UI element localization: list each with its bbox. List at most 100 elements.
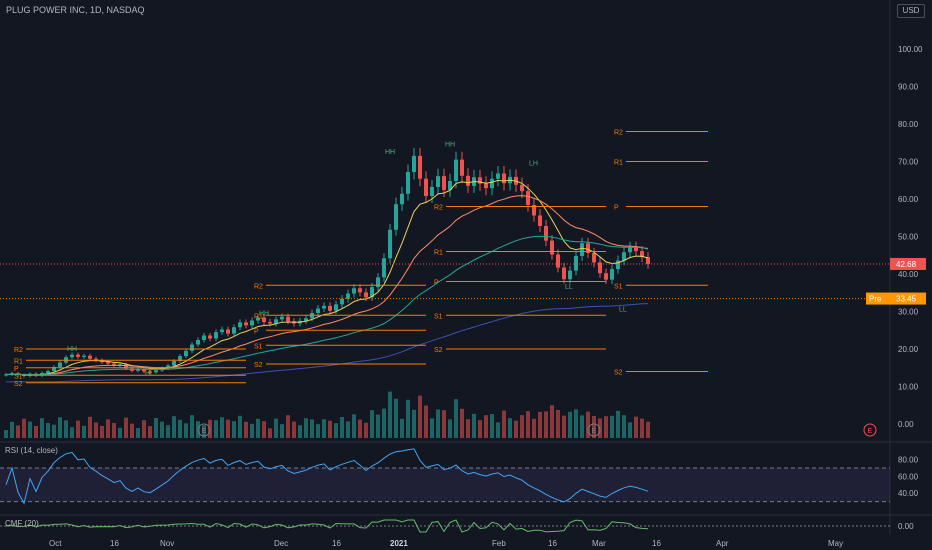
volume-bar: [58, 417, 62, 438]
ema-mid-line: [5, 195, 649, 376]
candle-body: [646, 257, 650, 264]
candle-body: [550, 240, 554, 255]
time-tick-label: Mar: [592, 539, 606, 548]
candle-body: [448, 181, 452, 190]
volume-bar: [226, 419, 230, 438]
volume-bar: [442, 410, 446, 438]
candle-body: [424, 178, 428, 196]
volume-bar: [520, 415, 524, 438]
candle-body: [544, 226, 548, 241]
pivot-level-label: P: [14, 366, 19, 373]
volume-bar: [568, 411, 572, 438]
candle-body: [316, 308, 320, 313]
price-tick-label: 60.00: [898, 195, 919, 204]
volume-bar: [478, 420, 482, 438]
candle-body: [232, 327, 236, 334]
volume-bar: [550, 405, 554, 438]
candle-body: [184, 350, 188, 357]
swing-label: LH: [529, 160, 538, 167]
volume-bar: [514, 420, 518, 438]
earnings-marker-label: E: [592, 428, 597, 435]
volume-bar: [22, 418, 26, 438]
currency-button[interactable]: USD: [897, 4, 925, 18]
candle-body: [280, 316, 284, 320]
cmf-tick-label: 0.00: [898, 522, 914, 531]
candle-body: [622, 252, 626, 261]
candle-body: [172, 361, 176, 366]
volume-bar: [586, 411, 590, 438]
time-tick-label: 16: [652, 539, 661, 548]
candle-body: [616, 260, 620, 270]
pivot-level-label: R2: [14, 347, 23, 354]
rsi-band: [0, 468, 890, 502]
volume-bar: [310, 419, 314, 438]
candle-body: [574, 256, 578, 271]
volume-bar: [268, 428, 272, 438]
volume-bar: [334, 423, 338, 438]
volume-bar: [262, 421, 266, 438]
volume-bar: [232, 421, 236, 438]
candle-body: [196, 340, 200, 345]
time-tick-label: 16: [332, 539, 341, 548]
pivot-level-label: R1: [614, 160, 623, 167]
volume-bar: [298, 425, 302, 438]
earnings-marker: [197, 423, 211, 437]
volume-bar: [214, 420, 218, 438]
volume-bar: [106, 419, 110, 438]
candle-body: [304, 318, 308, 321]
pivot-level-label: P: [254, 328, 259, 335]
cmf-line: [5, 519, 649, 533]
pivot-level-label: P: [434, 280, 439, 287]
earnings-marker: [587, 423, 601, 437]
candle-body: [166, 365, 170, 369]
time-tick-label: 16: [548, 539, 557, 548]
volume-bar: [502, 410, 506, 438]
volume-bar: [316, 424, 320, 438]
candle-body: [388, 229, 392, 259]
volume-bar: [256, 418, 260, 438]
candle-body: [364, 292, 368, 298]
volume-bar: [4, 430, 8, 438]
candle-body: [502, 173, 506, 184]
candle-body: [220, 329, 224, 333]
earnings-marker: [863, 423, 877, 437]
candle-body: [466, 175, 470, 186]
candle-body: [406, 172, 410, 194]
candle-body: [562, 267, 566, 280]
candle-body: [526, 191, 530, 205]
candle-body: [604, 273, 608, 280]
candle-body: [178, 356, 182, 361]
candle-body: [478, 177, 482, 184]
volume-bar: [160, 421, 164, 438]
pivot-level-label: S2: [614, 370, 623, 377]
volume-bar: [184, 423, 188, 438]
volume-bar: [610, 415, 614, 438]
volume-bar: [418, 395, 422, 438]
volume-bar: [52, 424, 56, 438]
price-tick-label: 70.00: [898, 158, 919, 167]
pivot-level-label: R2: [614, 130, 623, 137]
volume-bar: [406, 399, 410, 438]
last-price-tag: [890, 257, 926, 270]
volume-bar: [490, 414, 494, 438]
candle-body: [400, 193, 404, 205]
swing-label: HH: [385, 149, 395, 156]
candle-body: [52, 367, 56, 372]
price-tick-label: 30.00: [898, 308, 919, 317]
volume-bar: [130, 423, 134, 438]
candle-body: [418, 155, 422, 179]
volume-bar: [82, 425, 86, 438]
volume-bar: [274, 418, 278, 438]
volume-bar: [250, 423, 254, 438]
candle-body: [214, 332, 218, 339]
time-tick-label: Oct: [49, 539, 62, 548]
candle-body: [394, 204, 398, 230]
candle-body: [142, 368, 146, 372]
price-tick-label: 100.00: [898, 45, 923, 54]
volume-bar: [640, 418, 644, 438]
volume-bar: [202, 425, 206, 438]
volume-bar: [466, 419, 470, 438]
swing-label: HH: [259, 310, 269, 317]
candle-body: [430, 187, 434, 196]
swing-label: HL: [145, 370, 154, 377]
